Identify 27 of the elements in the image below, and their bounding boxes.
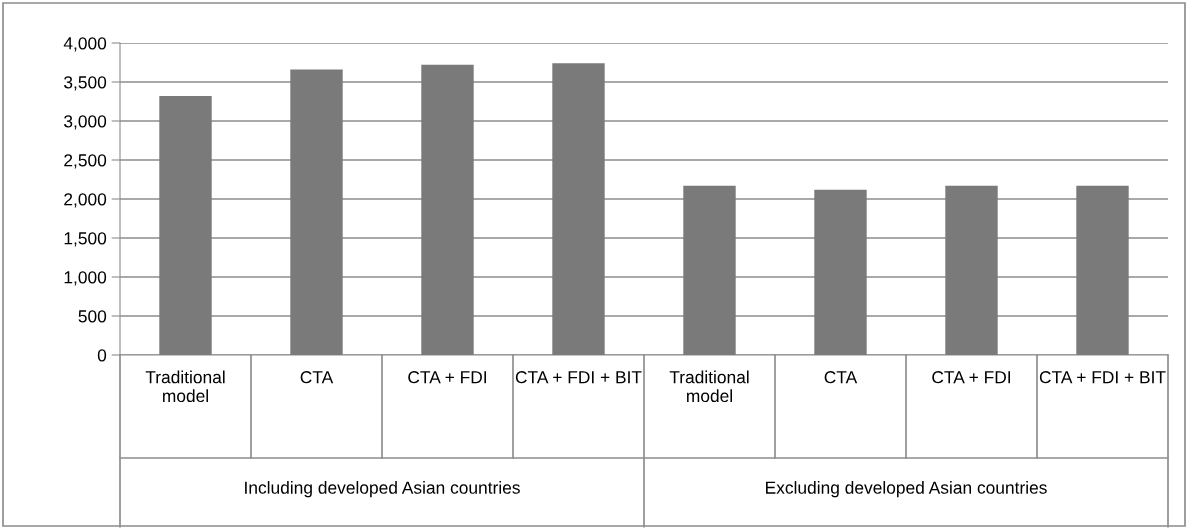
x-tick-label: CTA — [824, 371, 858, 384]
bar — [1076, 185, 1129, 355]
bar — [552, 63, 605, 355]
x-tick-label: Traditional model — [669, 370, 749, 403]
bar — [814, 189, 867, 355]
bar — [421, 64, 474, 355]
bar — [290, 69, 343, 355]
y-tick-label: 0 — [97, 349, 107, 362]
text: Including developed Asian countries — [245, 481, 520, 498]
y-tick-label: 3,000 — [64, 115, 107, 130]
y-tick-label: 500 — [78, 310, 107, 323]
x-tick-label: CTA + FDI — [408, 371, 487, 384]
text: Excluding developed Asian countries — [766, 481, 1047, 498]
y-tick-label: 1,500 — [64, 232, 107, 247]
x-tick-label: Traditional model — [145, 370, 225, 403]
bar — [159, 96, 212, 355]
y-tick-label: 2,000 — [64, 193, 107, 208]
bar — [683, 185, 736, 355]
y-tick-label: 2,500 — [64, 154, 107, 169]
x-tick-label: CTA + FDI + BIT — [515, 371, 642, 384]
x-tick-label: CTA + FDI — [932, 371, 1011, 384]
y-tick-label: 3,500 — [64, 76, 107, 91]
bar — [945, 185, 998, 355]
y-tick-label: 4,000 — [63, 37, 107, 52]
x-tick-label: CTA — [300, 371, 334, 384]
x-tick-label: CTA + FDI + BIT — [1039, 371, 1166, 384]
y-tick-label: 1,000 — [64, 271, 107, 286]
